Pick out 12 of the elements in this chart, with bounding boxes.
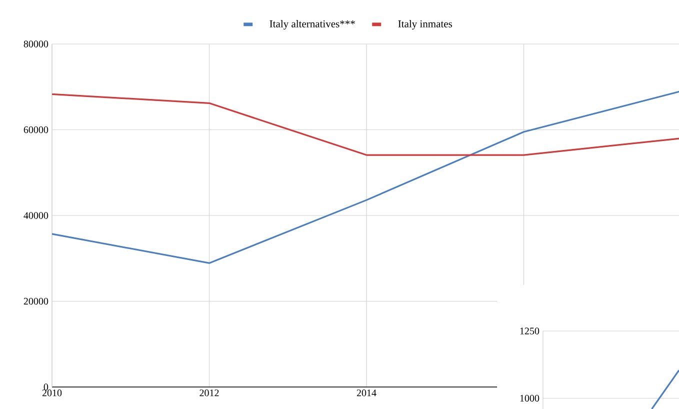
y-tick-label: 1000 [520, 394, 540, 402]
x-tick-label: 2014 [356, 390, 376, 396]
y-tick-label: 1250 [520, 328, 540, 334]
y-tick-label: 60000 [24, 126, 48, 134]
y-tick-label: 20000 [24, 298, 48, 305]
legend-label: Italy inmates [398, 20, 452, 30]
y-tick-label: 0 [44, 384, 48, 390]
x-tick-label: 2010 [42, 390, 62, 396]
y-tick-label: 40000 [24, 212, 48, 219]
legend-label: Italy alternatives*** [270, 20, 355, 30]
y-tick-label: 80000 [24, 40, 48, 48]
x-tick-label: 2012 [200, 390, 219, 396]
